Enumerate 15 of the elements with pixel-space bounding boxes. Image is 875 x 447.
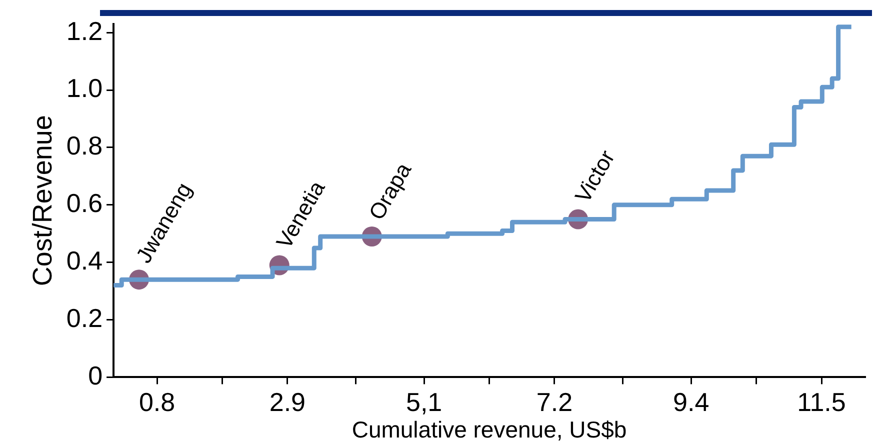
y-tick-label: 1.2 bbox=[66, 16, 103, 46]
y-tick-label: 0 bbox=[88, 360, 103, 390]
y-tick-label: 1.0 bbox=[66, 73, 103, 104]
x-tick-label: 5,1 bbox=[406, 386, 442, 417]
x-tick-label: 11.5 bbox=[797, 386, 846, 417]
y-tick-label: 0.6 bbox=[66, 188, 103, 218]
y-axis-title: Cost/Revenue bbox=[28, 115, 58, 286]
y-tick-label: 0.2 bbox=[66, 302, 103, 333]
y-tick-label: 0.8 bbox=[66, 130, 103, 161]
x-tick-label: 9.4 bbox=[673, 386, 710, 417]
y-tick-label: 0.4 bbox=[66, 246, 103, 276]
x-tick-label: 7.2 bbox=[536, 386, 573, 417]
x-tick-label: 0.8 bbox=[138, 386, 176, 417]
x-tick-label: 2.9 bbox=[269, 386, 306, 417]
x-axis-title: Cumulative revenue, US$b bbox=[352, 416, 627, 443]
